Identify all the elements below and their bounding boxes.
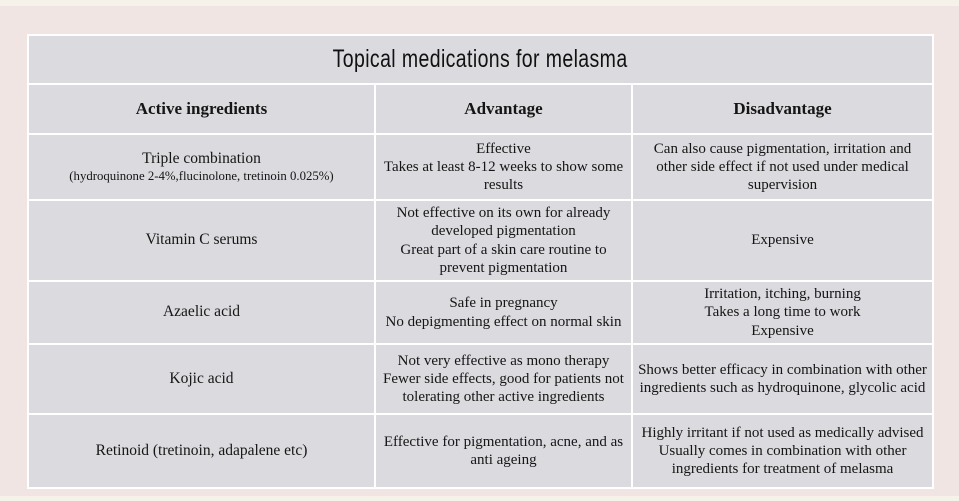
cell-advantage: Effective Takes at least 8-12 weeks to sh…	[376, 135, 631, 199]
cell-active-ingredient: Azaelic acid	[29, 282, 374, 344]
cell-line: Effective for pigmentation, acne, and as…	[383, 433, 624, 469]
cell-line: Safe in pregnancy	[449, 295, 558, 312]
cell-line: Effective	[476, 140, 531, 157]
cell-active-ingredient: Triple combination (hydroquinone 2-4%,flu…	[29, 135, 374, 199]
ingredient-note: (hydroquinone 2-4%,flucinolone, tretinoi…	[69, 168, 334, 183]
cell-active-ingredient: Vitamin C serums	[29, 201, 374, 281]
cell-line: Takes at least 8-12 weeks to show some r…	[383, 158, 624, 194]
cell-line: Fewer side effects, good for patients no…	[383, 370, 624, 406]
cell-active-ingredient: Kojic acid	[29, 345, 374, 414]
table-title-cell: Topical medications for melasma	[29, 36, 933, 83]
column-header-advantage: Advantage	[376, 85, 631, 133]
cell-line: No depigmenting effect on normal skin	[385, 313, 622, 330]
cell-line: Highly irritant if not used as medically…	[641, 424, 924, 441]
cell-disadvantage: Shows better efficacy in combination wit…	[633, 345, 933, 414]
table-body: Triple combination (hydroquinone 2-4%,flu…	[29, 135, 933, 488]
cell-disadvantage: Expensive	[633, 201, 933, 281]
cell-line: Expensive	[751, 232, 814, 249]
cell-line: Takes a long time to work	[704, 304, 861, 321]
cell-line: Great part of a skin care routine to pre…	[400, 241, 607, 276]
ingredient-name: Vitamin C serums	[145, 231, 258, 249]
cell-disadvantage: Irritation, itching, burning Takes a long…	[633, 282, 933, 344]
cell-disadvantage: Highly irritant if not used as medically…	[633, 415, 933, 488]
title-row: Topical medications for melasma	[29, 36, 933, 83]
cell-advantage: Not effective on its own for already dev…	[376, 201, 631, 281]
cell-line: Expensive	[751, 322, 814, 339]
cell-line: Can also cause pigmentation, irritation …	[653, 140, 912, 194]
cell-disadvantage: Can also cause pigmentation, irritation …	[633, 135, 933, 199]
melasma-table: Topical medications for melasma Active i…	[27, 34, 935, 490]
header-row: Active ingredients Advantage Disadvantag…	[29, 85, 933, 133]
table-row: Azaelic acid Safe in pregnancy No depigmen…	[29, 282, 933, 344]
cell-advantage: Effective for pigmentation, acne, and as…	[376, 415, 631, 488]
cell-line: Usually comes in combination with other …	[658, 442, 907, 478]
bottom-edge-strip	[0, 496, 959, 501]
table-row: Triple combination (hydroquinone 2-4%,flu…	[29, 135, 933, 199]
ingredient-name: Triple combination	[142, 149, 261, 167]
melasma-table-container: Topical medications for melasma Active i…	[27, 34, 935, 490]
ingredient-name: Kojic acid	[169, 369, 234, 387]
table-row: Kojic acid Not very effective as mono the…	[29, 345, 933, 414]
cell-line: Shows better efficacy in combination wit…	[638, 361, 927, 397]
cell-line: Irritation, itching, burning	[704, 286, 861, 303]
cell-line: Not effective on its own for already dev…	[396, 205, 611, 240]
cell-active-ingredient: Retinoid (tretinoin, adapalene etc)	[29, 415, 374, 488]
table-row: Vitamin C serums Not effective on its own…	[29, 201, 933, 281]
table-row: Retinoid (tretinoin, adapalene etc) Effec…	[29, 415, 933, 488]
column-header-active-ingredients: Active ingredients	[29, 85, 374, 133]
table-title: Topical medications for melasma	[333, 45, 628, 73]
cell-advantage: Not very effective as mono therapy Fewer …	[376, 345, 631, 414]
ingredient-name: Retinoid (tretinoin, adapalene etc)	[95, 441, 308, 459]
cell-line: Not very effective as mono therapy	[397, 352, 610, 369]
cell-advantage: Safe in pregnancy No depigmenting effect …	[376, 282, 631, 344]
top-edge-strip	[0, 0, 959, 6]
ingredient-name: Azaelic acid	[162, 303, 240, 321]
column-header-disadvantage: Disadvantage	[633, 85, 933, 133]
